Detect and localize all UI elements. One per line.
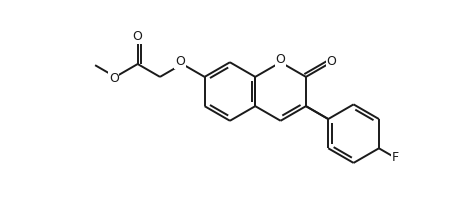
Text: O: O <box>109 72 119 85</box>
Text: O: O <box>276 53 286 67</box>
Text: F: F <box>392 151 399 164</box>
Text: O: O <box>326 55 336 68</box>
Text: O: O <box>133 30 143 43</box>
Text: O: O <box>175 55 185 68</box>
